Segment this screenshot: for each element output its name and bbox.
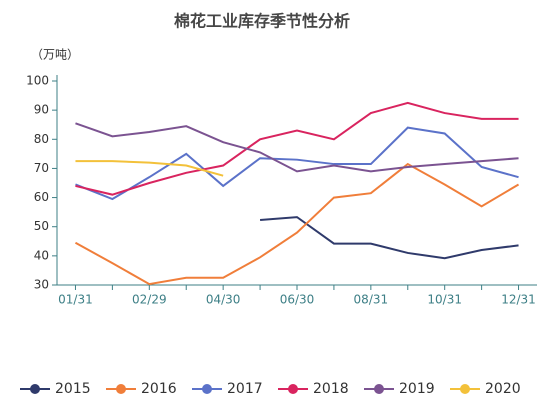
x-tick-label: 02/29 xyxy=(132,293,167,307)
line-series xyxy=(75,126,519,201)
line-series xyxy=(259,216,519,260)
legend-marker[interactable] xyxy=(116,384,126,394)
x-tick-label: 01/31 xyxy=(58,293,93,307)
legend-label[interactable]: 2018 xyxy=(313,381,349,397)
legend-label[interactable]: 2016 xyxy=(141,381,177,397)
x-tick-label: 12/31 xyxy=(501,293,536,307)
legend-label[interactable]: 2017 xyxy=(227,381,263,397)
legend-label[interactable]: 2020 xyxy=(485,381,521,397)
line-series xyxy=(74,162,520,286)
legend-marker[interactable] xyxy=(30,384,40,394)
y-axis-label: （万吨） xyxy=(31,48,79,62)
legend-marker[interactable] xyxy=(288,384,298,394)
x-tick-label: 06/30 xyxy=(280,293,315,307)
legend-label[interactable]: 2019 xyxy=(399,381,435,397)
legend-marker[interactable] xyxy=(460,384,470,394)
y-tick-label: 60 xyxy=(34,190,49,204)
x-tick-label: 10/31 xyxy=(427,293,462,307)
legend-label[interactable]: 2015 xyxy=(55,381,91,397)
y-tick-label: 30 xyxy=(34,278,49,292)
y-tick-label: 70 xyxy=(34,161,49,175)
y-tick-label: 80 xyxy=(34,132,49,146)
legend-marker[interactable] xyxy=(202,384,212,394)
line-series xyxy=(75,122,519,173)
y-tick-label: 40 xyxy=(34,248,49,262)
y-tick-label: 90 xyxy=(34,103,49,117)
legend-marker[interactable] xyxy=(374,384,384,394)
line-series xyxy=(75,101,519,196)
chart-title: 棉花工业库存季节性分析 xyxy=(174,12,350,31)
y-tick-label: 50 xyxy=(34,219,49,233)
x-tick-label: 08/31 xyxy=(354,293,389,307)
line-series xyxy=(75,160,224,177)
x-tick-label: 04/30 xyxy=(206,293,241,307)
y-tick-label: 100 xyxy=(26,74,49,88)
